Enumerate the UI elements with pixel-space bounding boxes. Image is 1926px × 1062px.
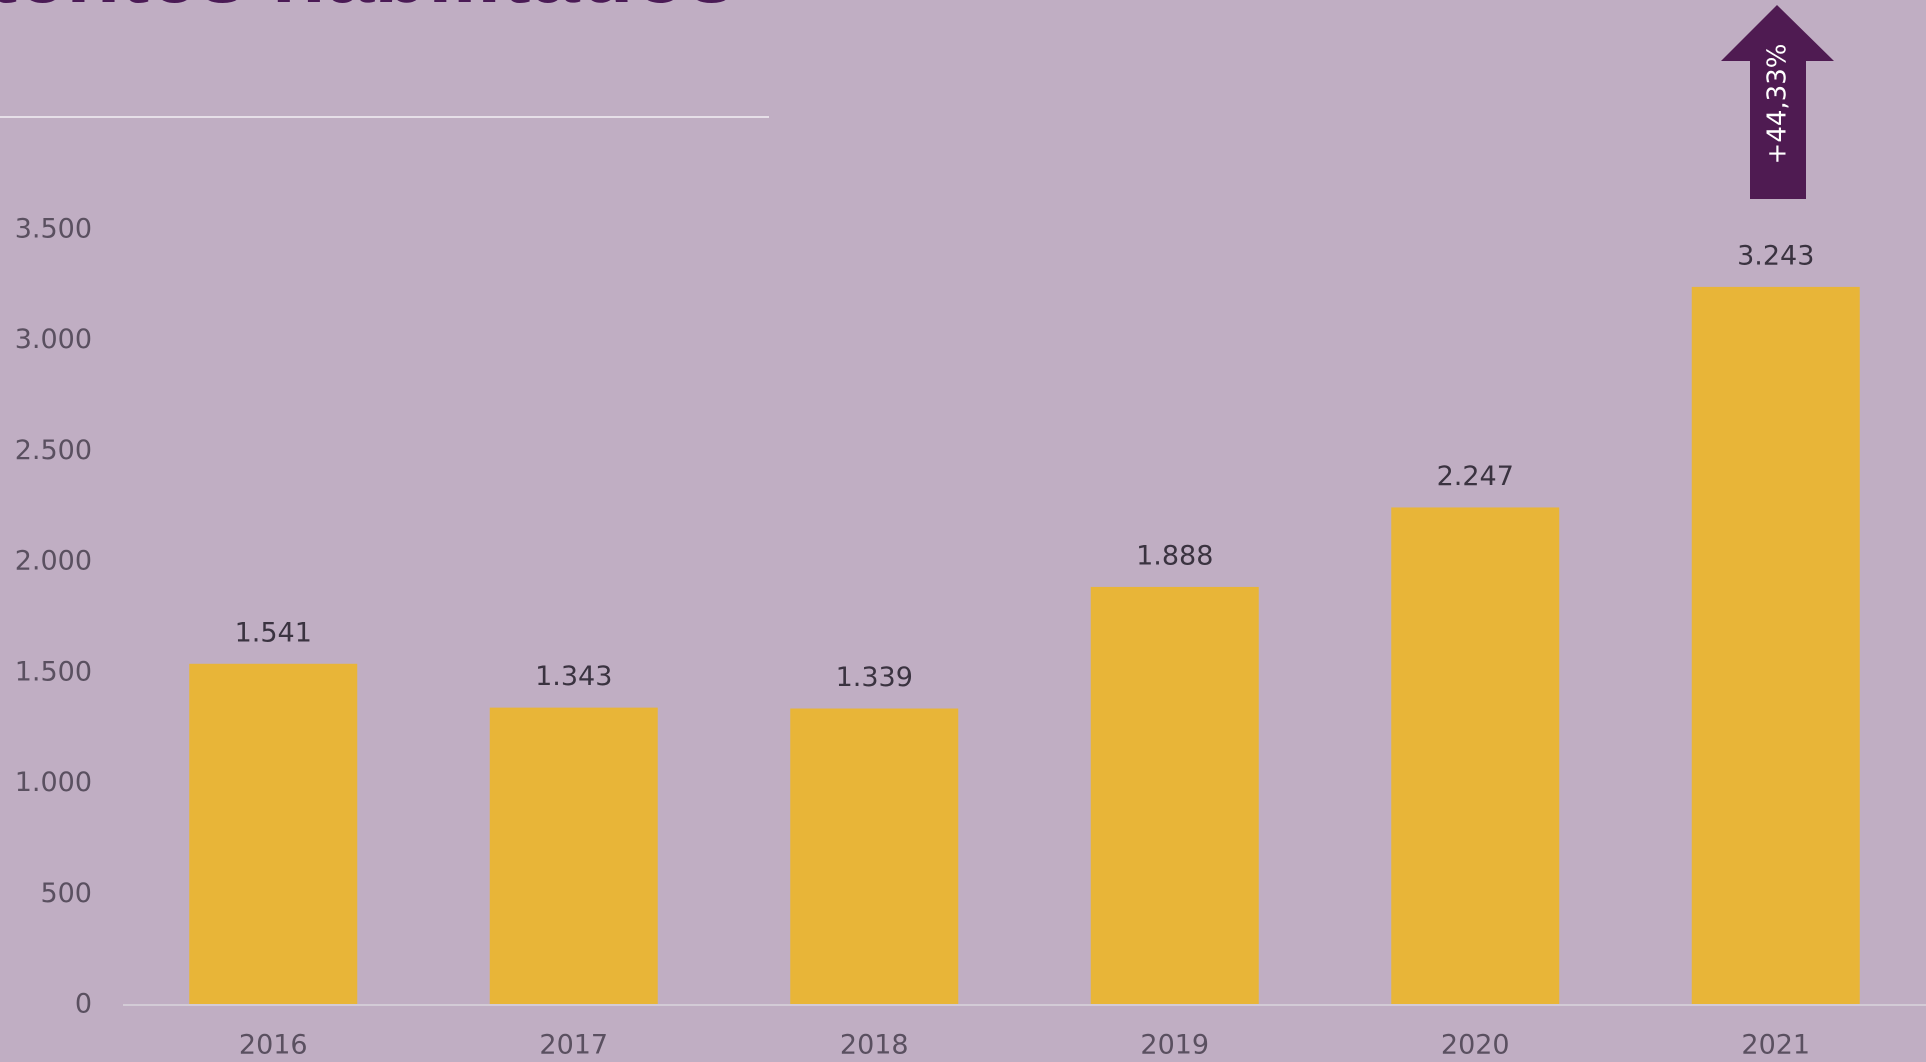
- value-label: 1.343: [535, 661, 612, 692]
- value-label: 1.339: [836, 662, 913, 693]
- chart-title: tentes habilitados: [0, 0, 736, 21]
- bar: [1391, 507, 1560, 1005]
- value-label: 2.247: [1437, 461, 1514, 492]
- x-tick-label: 2019: [1140, 1030, 1209, 1061]
- value-label: 1.541: [235, 617, 312, 648]
- y-tick-label: 2.500: [15, 435, 92, 466]
- x-tick-label: 2020: [1441, 1030, 1510, 1061]
- x-tick-label: 2021: [1741, 1030, 1810, 1061]
- y-tick-label: 2.000: [15, 546, 92, 577]
- y-tick-label: 0: [75, 989, 92, 1020]
- arrow: [1721, 5, 1834, 199]
- value-label: 3.243: [1737, 240, 1814, 271]
- bar: [1090, 586, 1259, 1005]
- y-tick-label: 3.000: [15, 324, 92, 355]
- y-tick-label: 1.000: [15, 767, 92, 798]
- annotation: +44,33%: [1763, 44, 1793, 165]
- y-tick-label: 1.500: [15, 656, 92, 687]
- y-tick-label: 3.500: [15, 214, 92, 245]
- bar: [1691, 286, 1860, 1006]
- bar: [790, 708, 959, 1005]
- x-tick-label: 2018: [840, 1030, 909, 1061]
- value-label: 1.888: [1136, 540, 1213, 571]
- x-tick-label: 2017: [539, 1030, 608, 1061]
- x-tick-label: 2016: [239, 1030, 308, 1061]
- bar: [489, 707, 658, 1005]
- bar: [189, 663, 358, 1005]
- y-tick-label: 500: [40, 878, 92, 909]
